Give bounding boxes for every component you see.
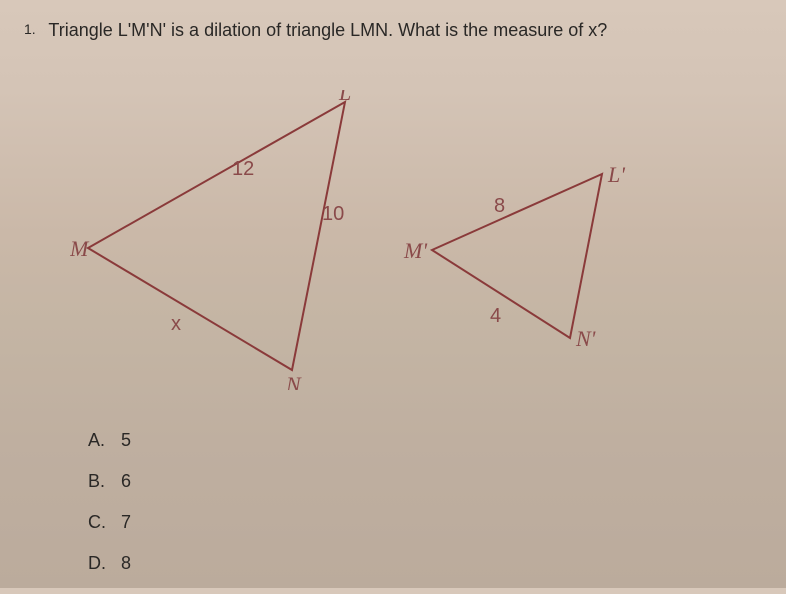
vertex-L-label: L	[338, 90, 351, 105]
triangle-LMN	[88, 102, 345, 370]
side-LM-label: 12	[232, 158, 254, 180]
vertex-Mp-label: M'	[403, 238, 427, 263]
side-MpNp-label: 4	[490, 305, 501, 327]
side-MN-label: x	[171, 313, 181, 335]
question-body: Triangle L'M'N' is a dilation of triangl…	[48, 20, 607, 40]
side-LpMp-label: 8	[494, 195, 505, 217]
answer-value: 8	[121, 553, 131, 573]
answer-value: 7	[121, 512, 131, 532]
vertex-Np-label: N'	[575, 326, 596, 351]
question-text: 1. Triangle L'M'N' is a dilation of tria…	[24, 20, 607, 41]
answer-letter: B.	[88, 471, 116, 492]
answer-row[interactable]: D. 8	[88, 553, 131, 574]
answer-row[interactable]: B. 6	[88, 471, 131, 492]
answer-value: 6	[121, 471, 131, 491]
triangles-figure: L M N L' M' N' 12 10 x 8 4	[70, 90, 670, 395]
answer-letter: C.	[88, 512, 116, 533]
answer-value: 5	[121, 430, 131, 450]
answer-choices: A. 5 B. 6 C. 7 D. 8	[88, 430, 131, 594]
question-number: 1.	[24, 21, 36, 37]
figure-svg: L M N L' M' N' 12 10 x 8 4	[70, 90, 670, 390]
triangle-LpMpNp	[432, 174, 602, 338]
answer-row[interactable]: C. 7	[88, 512, 131, 533]
answer-letter: D.	[88, 553, 116, 574]
vertex-M-label: M	[70, 236, 90, 261]
answer-letter: A.	[88, 430, 116, 451]
vertex-Lp-label: L'	[607, 162, 625, 187]
side-LN-label: 10	[322, 203, 344, 225]
answer-row[interactable]: A. 5	[88, 430, 131, 451]
vertex-N-label: N	[285, 372, 302, 390]
